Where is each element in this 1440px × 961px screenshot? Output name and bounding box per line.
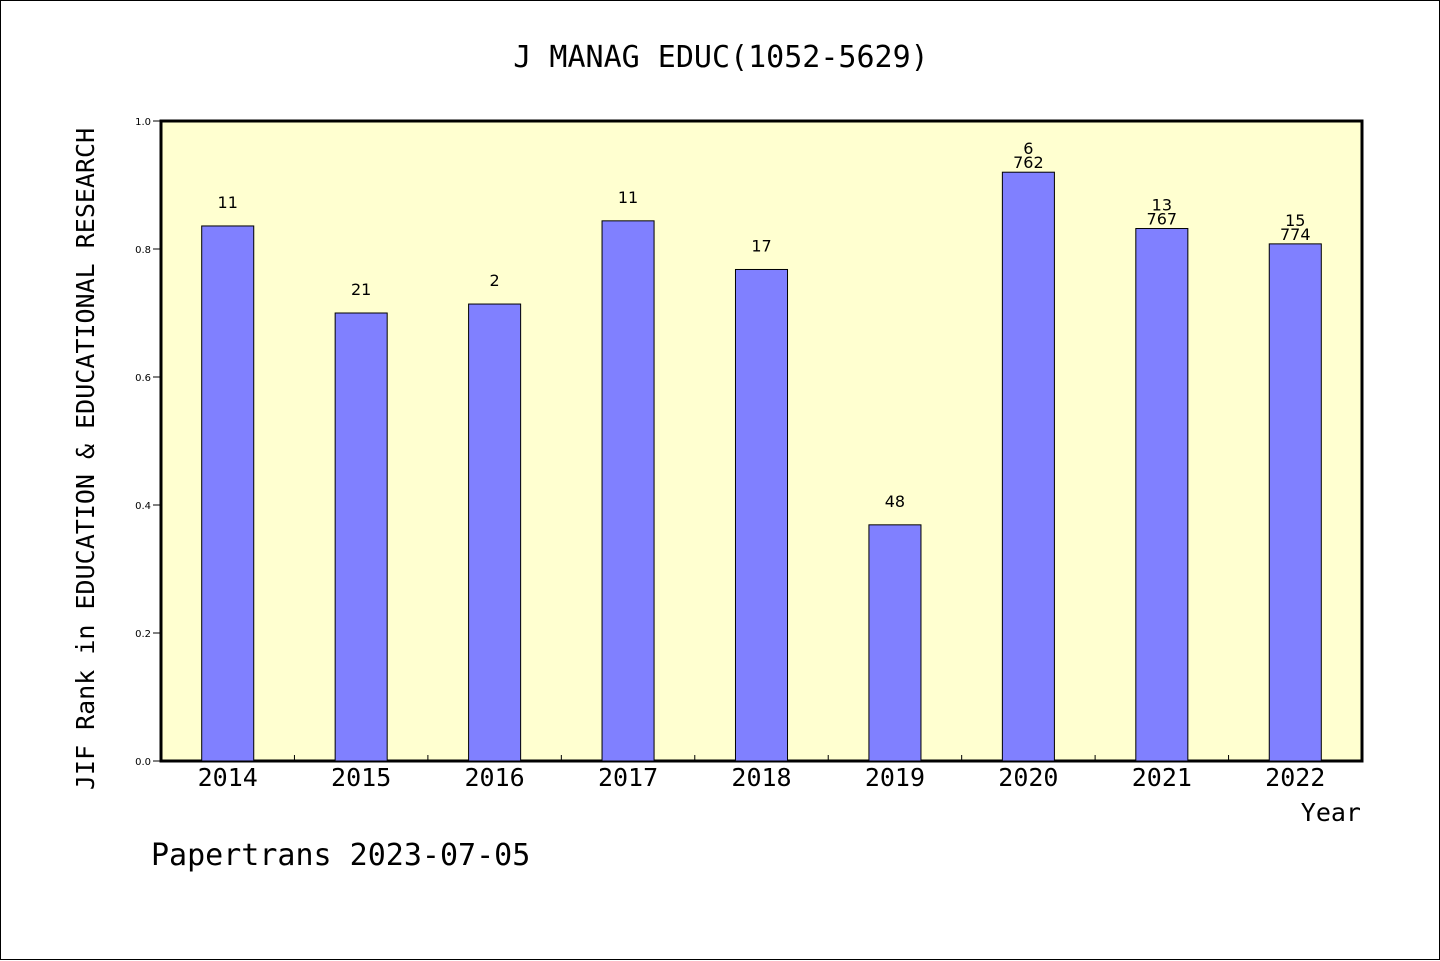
bar-2015 (334, 312, 388, 762)
x-tick-label: 2020 (998, 763, 1058, 792)
x-tick-label: 2016 (465, 763, 525, 792)
bar-data-label: 774 (1280, 225, 1311, 244)
bar-data-label: 15 (1285, 211, 1305, 230)
x-tick-label: 2014 (198, 763, 258, 792)
bar-2014 (201, 225, 255, 762)
y-tick-label: 0.6 (135, 373, 151, 384)
x-tick-label: 2019 (865, 763, 925, 792)
x-tick-label: 2015 (331, 763, 391, 792)
bar-data-label: 48 (885, 492, 905, 511)
y-tick-label: 0.8 (135, 245, 151, 256)
bar-data-label: 17 (751, 236, 771, 255)
y-axis-label: JIF Rank in EDUCATION & EDUCATIONAL RESE… (71, 128, 100, 790)
bar-data-label: 11 (618, 188, 638, 207)
x-tick-label: 2021 (1132, 763, 1192, 792)
bar-2022 (1268, 243, 1322, 762)
y-tick-label: 0.0 (135, 757, 151, 768)
bar-data-label: 762 (1013, 153, 1044, 172)
x-tick-label: 2017 (598, 763, 658, 792)
bar-data-label: 6 (1023, 139, 1033, 158)
bar-data-label: 13 (1152, 196, 1172, 215)
bar-2018 (734, 268, 789, 762)
x-tick-label: 2018 (731, 763, 791, 792)
bar-2021 (1135, 228, 1189, 762)
bar-data-label: 2 (490, 271, 500, 290)
chart-title: J MANAG EDUC(1052-5629) (513, 40, 928, 75)
bar-data-label: 21 (351, 280, 371, 299)
bar-data-label: 11 (218, 193, 238, 212)
y-tick-label: 0.4 (135, 501, 151, 512)
bar-2016 (468, 303, 522, 762)
bar-data-label: 767 (1147, 210, 1178, 229)
bar-2020 (1001, 171, 1055, 762)
y-tick-label: 0.2 (135, 629, 151, 640)
footer-text: Papertrans 2023-07-05 (151, 838, 530, 873)
y-tick-label: 1.0 (135, 117, 151, 128)
x-axis-label: Year (1301, 798, 1361, 827)
bar-2017 (601, 220, 655, 762)
x-tick-label: 2022 (1265, 763, 1325, 792)
bar-2019 (868, 524, 922, 762)
